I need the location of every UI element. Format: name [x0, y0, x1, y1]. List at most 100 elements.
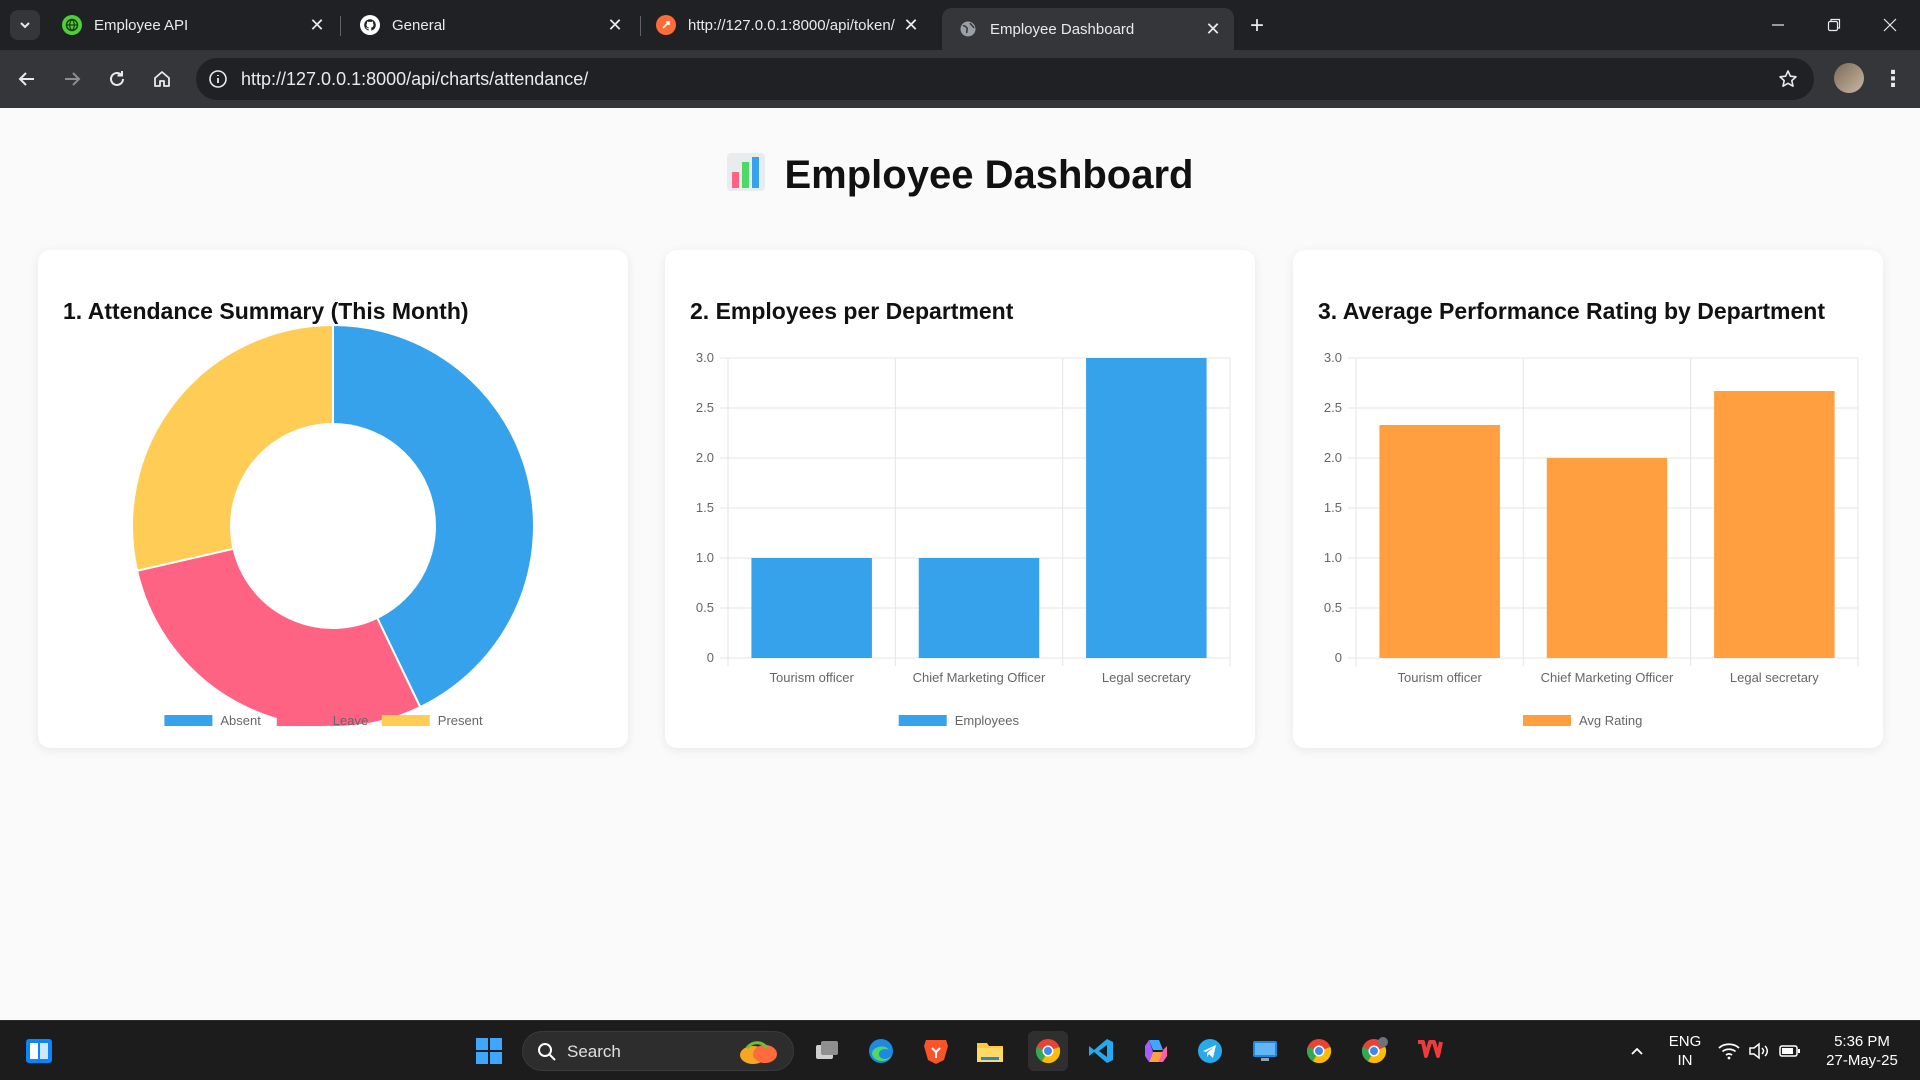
edge-icon[interactable]: [864, 1034, 898, 1068]
tab-title: Employee Dashboard: [990, 20, 1135, 38]
bar-legal-secretary: [1714, 391, 1835, 658]
profile-avatar[interactable]: [1834, 63, 1864, 93]
browser-toolbar: http://127.0.0.1:8000/api/charts/attenda…: [0, 50, 1920, 108]
tab-employee-api[interactable]: Employee API ✕: [46, 8, 338, 42]
tab-divider: [340, 16, 341, 36]
wps-office-icon[interactable]: [1413, 1034, 1447, 1068]
y-tick-label: 2.0: [1324, 450, 1342, 465]
doughnut-slice-leave: [135, 547, 422, 728]
tab-strip: Employee API ✕ General ✕ http://127.0.0.…: [0, 0, 1920, 50]
clock[interactable]: 5:36 PM 27-May-25: [1812, 1032, 1912, 1070]
chrome-profile-icon[interactable]: [1302, 1034, 1336, 1068]
home-icon[interactable]: [146, 63, 178, 95]
close-icon[interactable]: ✕: [1205, 18, 1221, 39]
page-title: Employee Dashboard: [0, 152, 1920, 198]
x-tick-label: Legal secretary: [1102, 670, 1191, 685]
bar-chart-emoji-icon: [726, 152, 766, 192]
legend-label: Employees: [955, 713, 1020, 728]
legend-label: Absent: [220, 713, 261, 728]
attendance-doughnut-chart: Absent Leave Present: [131, 323, 535, 728]
copilot-icon[interactable]: [1139, 1034, 1173, 1068]
clock-date: 27-May-25: [1826, 1052, 1898, 1069]
postman-icon: [656, 15, 676, 35]
language-text: ENG: [1668, 1033, 1702, 1050]
tab-token[interactable]: http://127.0.0.1:8000/api/token/ ✕: [640, 8, 932, 42]
legend-swatch: [1523, 715, 1571, 726]
x-tick-label: Chief Marketing Officer: [1541, 670, 1674, 685]
close-icon[interactable]: ✕: [903, 14, 919, 35]
wifi-icon[interactable]: [1715, 1034, 1743, 1068]
tab-title: http://127.0.0.1:8000/api/token/: [688, 16, 895, 34]
new-tab-plus-icon[interactable]: +: [1249, 12, 1264, 39]
brave-icon[interactable]: [919, 1034, 953, 1068]
page-content: Employee Dashboard 1. Attendance Summary…: [0, 108, 1920, 1020]
tab-employee-dashboard[interactable]: Employee Dashboard ✕: [942, 8, 1234, 50]
rating-bar-chart: 0 0.5 1.0 1.5 2.0 2.5 3.0 Tourism officer Chief …: [1324, 350, 1859, 728]
bar-chief-marketing-officer: [1546, 458, 1668, 658]
x-tick-label: Tourism officer: [1398, 670, 1483, 685]
vscode-icon[interactable]: [1084, 1034, 1118, 1068]
back-arrow-icon[interactable]: [11, 63, 43, 95]
bar-legal-secretary: [1086, 358, 1207, 658]
forward-arrow-icon[interactable]: [56, 63, 88, 95]
task-view-icon[interactable]: [810, 1034, 844, 1068]
card-heading: 3. Average Performance Rating by Departm…: [1318, 298, 1826, 324]
chrome-icon[interactable]: [1028, 1031, 1068, 1071]
card-heading: 1. Attendance Summary (This Month): [63, 298, 469, 324]
more-menu-icon[interactable]: ⋮: [1882, 66, 1904, 91]
tab-title: General: [392, 16, 446, 34]
input-language-indicator[interactable]: ENG IN: [1660, 1032, 1710, 1070]
start-icon[interactable]: [472, 1034, 506, 1068]
search-highlight-icon: [740, 1041, 777, 1064]
search-label: Search: [567, 1042, 621, 1061]
close-icon[interactable]: ✕: [607, 14, 623, 35]
battery-icon[interactable]: [1776, 1034, 1804, 1068]
doughnut-slice-absent: [332, 323, 535, 709]
y-tick-label: 1.5: [1324, 500, 1342, 515]
close-window-icon[interactable]: [1870, 8, 1910, 42]
site-info-icon[interactable]: [206, 67, 230, 91]
taskbar-search-box[interactable]: Search: [522, 1031, 794, 1071]
bar-tourism-officer: [751, 558, 872, 658]
legend-swatch: [898, 715, 947, 726]
clock-time: 5:36 PM: [1834, 1033, 1890, 1050]
y-tick-label: 0.5: [696, 600, 714, 615]
windows-taskbar: Search ENG IN: [0, 1020, 1920, 1080]
search-icon: [538, 1043, 556, 1061]
y-tick-label: 1.0: [696, 550, 714, 565]
close-icon[interactable]: ✕: [309, 14, 325, 35]
chrome-profile-2-icon[interactable]: [1357, 1034, 1391, 1068]
globe-icon: [958, 19, 978, 39]
employees-bar-chart: 0 0.5 1.0 1.5 2.0 2.5 3.0 Tourism officer Chief …: [696, 350, 1231, 728]
x-tick-label: Chief Marketing Officer: [913, 670, 1046, 685]
url-text[interactable]: http://127.0.0.1:8000/api/charts/attenda…: [241, 69, 589, 89]
telegram-icon[interactable]: [1193, 1034, 1227, 1068]
performance-card: 3. Average Performance Rating by Departm…: [1293, 250, 1883, 748]
legend-swatch-absent: [164, 715, 213, 726]
remote-desktop-icon[interactable]: [1248, 1034, 1282, 1068]
volume-icon[interactable]: [1745, 1034, 1773, 1068]
y-tick-label: 0: [707, 650, 714, 665]
legend-label: Avg Rating: [1579, 713, 1642, 728]
y-tick-label: 2.5: [696, 400, 714, 415]
doughnut-slice-present: [131, 323, 334, 572]
file-explorer-icon[interactable]: [973, 1034, 1007, 1068]
tab-search-button[interactable]: [10, 10, 40, 40]
y-tick-label: 0: [1335, 650, 1342, 665]
y-tick-label: 3.0: [1324, 350, 1342, 365]
tab-general[interactable]: General ✕: [344, 8, 636, 42]
x-tick-label: Tourism officer: [770, 670, 855, 685]
address-bar[interactable]: http://127.0.0.1:8000/api/charts/attenda…: [196, 58, 1814, 100]
legend-label: Leave: [333, 713, 368, 728]
legend-label: Present: [438, 713, 483, 728]
restore-icon[interactable]: [1814, 8, 1854, 42]
widgets-icon[interactable]: [22, 1034, 56, 1068]
show-hidden-icons-chevron-icon[interactable]: [1620, 1034, 1654, 1068]
y-tick-label: 3.0: [696, 350, 714, 365]
y-tick-label: 2.0: [696, 450, 714, 465]
y-tick-label: 0.5: [1324, 600, 1342, 615]
reload-icon[interactable]: [101, 63, 133, 95]
minimize-icon[interactable]: [1758, 8, 1798, 42]
globe-green-icon: [62, 15, 82, 35]
bookmark-star-icon[interactable]: [1776, 67, 1800, 91]
